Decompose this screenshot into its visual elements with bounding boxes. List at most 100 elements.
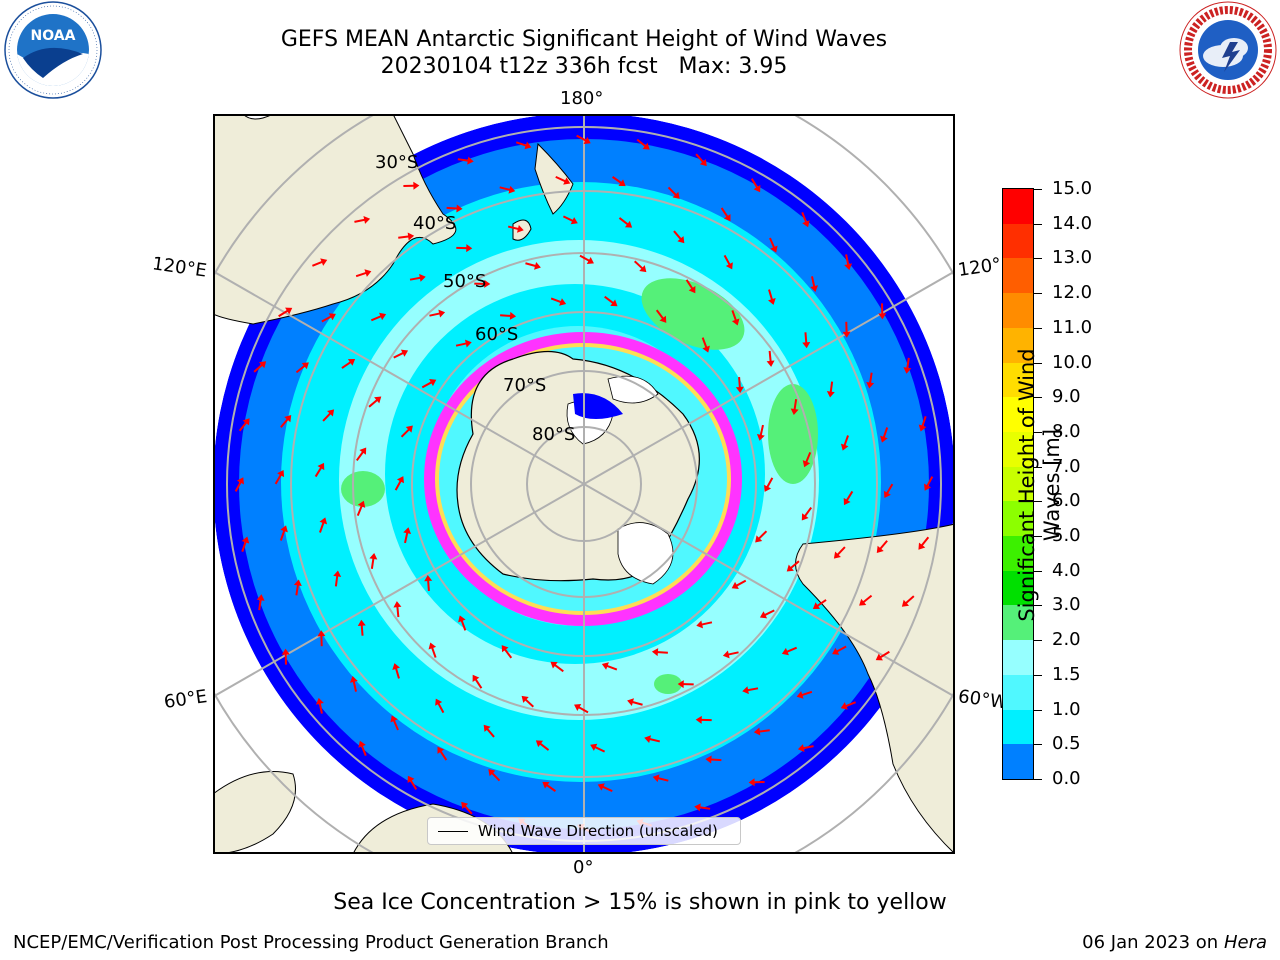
- lat-label-50: 50°S: [443, 271, 486, 292]
- wind-wave-arrow: [435, 698, 445, 714]
- australia-land: [213, 114, 457, 325]
- wind-wave-arrow: [723, 254, 733, 270]
- colorbar-tick: [1034, 709, 1042, 711]
- wind-wave-arrow: [457, 156, 474, 165]
- wind-wave-arrow: [256, 594, 265, 611]
- wind-wave-arrow: [878, 303, 887, 320]
- colorbar-tick: [1034, 744, 1042, 746]
- colorbar-tick: [1034, 536, 1042, 538]
- wind-wave-arrow: [832, 645, 847, 655]
- wind-wave-arrow: [241, 536, 250, 553]
- wind-wave-arrow: [499, 185, 516, 194]
- wind-wave-arrow: [574, 704, 589, 714]
- colorbar-tick: [1034, 570, 1042, 572]
- colorbar-tick-label: 0.5: [1052, 733, 1081, 755]
- wind-wave-arrow: [488, 769, 501, 782]
- colorbar-title-line2: Waves [m]: [1040, 428, 1064, 542]
- wind-wave-arrow: [667, 186, 680, 199]
- wind-wave-arrow: [883, 483, 894, 499]
- wind-wave-arrow: [576, 134, 591, 144]
- colorbar-segment: [1003, 640, 1033, 676]
- colorbar-tick-label: 6.0: [1052, 490, 1081, 512]
- wind-wave-arrow: [428, 642, 437, 658]
- wind-wave-arrow: [677, 680, 694, 689]
- wind-wave-arrow: [474, 279, 491, 288]
- lat-label-80: 80°S: [532, 424, 575, 445]
- wind-wave-arrow: [731, 310, 740, 326]
- colorbar-segment: [1003, 605, 1033, 641]
- colorbar-tick: [1034, 779, 1042, 780]
- wind-wave-arrow: [400, 425, 413, 438]
- wind-wave-arrow: [694, 803, 711, 812]
- colorbar-tick-label: 7.0: [1052, 455, 1081, 477]
- wind-wave-arrow: [355, 447, 367, 462]
- wind-wave-arrow: [735, 376, 744, 393]
- wind-wave-arrow: [673, 230, 685, 244]
- wind-wave-arrow: [293, 579, 302, 596]
- wind-wave-arrow: [722, 650, 739, 659]
- wind-wave-arrow: [421, 379, 437, 389]
- wind-wave-arrow: [812, 599, 827, 609]
- wind-wave-arrow: [446, 204, 463, 213]
- wind-wave-arrow: [355, 269, 372, 278]
- wind-wave-arrow: [274, 469, 285, 485]
- footer-date: 06 Jan 2023 on Hera: [1082, 932, 1267, 953]
- wind-wave-arrow: [652, 774, 669, 783]
- wind-wave-arrow: [802, 332, 811, 349]
- wind-wave-arrow: [840, 435, 849, 451]
- wind-wave-arrow: [901, 595, 915, 607]
- colorbar-tick-label: 2.0: [1052, 629, 1081, 651]
- wind-wave-arrow: [880, 427, 889, 443]
- wind-wave-arrow: [461, 801, 473, 815]
- wind-wave-arrow: [312, 258, 328, 267]
- wind-wave-arrow: [611, 176, 626, 187]
- colorbar-title-line1: Significant Height of Wind: [1015, 348, 1039, 622]
- wind-wave-arrow: [369, 552, 378, 569]
- wind-wave-arrow: [280, 415, 292, 428]
- nws-logo: [1179, 1, 1277, 99]
- colorbar-tick: [1034, 605, 1042, 607]
- wind-wave-arrow: [358, 740, 367, 756]
- wind-wave-arrow: [627, 698, 643, 706]
- noaa-logo: NOAA: [4, 1, 102, 99]
- lon-label-60w: 60°W: [956, 686, 1005, 714]
- wind-wave-arrow: [357, 619, 366, 636]
- wind-wave-arrow: [483, 724, 495, 738]
- wind-wave-arrow: [755, 530, 768, 543]
- lat-label-40: 40°S: [413, 213, 456, 234]
- wind-wave-arrow: [333, 570, 342, 587]
- colorbar-tick-label: 0.0: [1052, 768, 1081, 789]
- wind-wave-arrow: [409, 273, 426, 282]
- wind-wave-arrow: [370, 312, 387, 322]
- wind-wave-arrow: [918, 536, 930, 550]
- wind-wave-arrow: [833, 546, 846, 559]
- wind-wave-arrow: [238, 418, 250, 432]
- colorbar-tick-label: 1.0: [1052, 698, 1081, 720]
- colorbar-segment: [1003, 501, 1033, 537]
- wind-wave-arrow: [234, 477, 244, 492]
- colorbar-tick: [1034, 466, 1042, 468]
- colorbar-tick: [1034, 431, 1042, 433]
- wind-wave-arrow: [403, 527, 412, 544]
- wind-wave-arrow: [604, 295, 618, 307]
- wind-wave-arrow: [455, 339, 472, 348]
- lat-label-60: 60°S: [475, 324, 518, 345]
- wind-wave-arrow: [802, 452, 812, 468]
- chart-title: GEFS MEAN Antarctic Significant Height o…: [280, 27, 888, 52]
- colorbar-segment: [1003, 223, 1033, 259]
- colorbar-segment: [1003, 709, 1033, 745]
- wind-wave-arrow: [349, 676, 358, 692]
- wind-wave-arrow: [844, 254, 853, 271]
- colorbar-tick: [1034, 293, 1042, 295]
- wind-wave-arrow: [742, 686, 759, 695]
- wind-wave-arrow: [456, 244, 473, 253]
- wind-wave-arrow: [633, 260, 647, 273]
- wind-wave-arrow: [748, 778, 765, 787]
- colorbar-tick-label: 11.0: [1052, 316, 1093, 338]
- map-border: [213, 114, 955, 854]
- colorbar-tick: [1034, 362, 1042, 364]
- wind-wave-arrow: [429, 309, 446, 318]
- wind-wave-arrow: [354, 215, 371, 224]
- colorbar-segment: [1003, 570, 1033, 606]
- wind-wave-arrow: [424, 575, 433, 592]
